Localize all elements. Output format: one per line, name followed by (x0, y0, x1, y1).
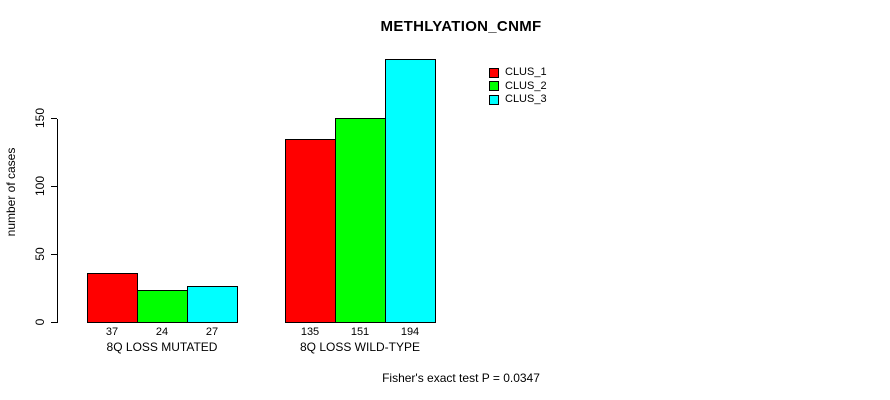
legend-label: CLUS_1 (505, 66, 547, 79)
legend-row: CLUS_3 (489, 93, 547, 107)
legend-swatch-icon (489, 67, 499, 78)
bar-clus_1-group2 (285, 139, 336, 323)
x-category-label: 8Q LOSS MUTATED (106, 340, 218, 354)
bar-clus_3-group1 (187, 286, 238, 323)
legend-label: CLUS_3 (505, 93, 547, 106)
legend-swatch-icon (489, 81, 499, 92)
legend-label: CLUS_2 (505, 79, 547, 92)
bar-value-label: 135 (300, 326, 320, 338)
y-axis-line (57, 119, 58, 323)
bar-clus_3-group2 (385, 59, 436, 323)
bar-clus_1-group1 (87, 273, 138, 323)
stat-caption: Fisher's exact test P = 0.0347 (382, 371, 540, 385)
y-tick-label: 50 (33, 247, 47, 261)
bar-value-label: 37 (105, 326, 119, 338)
chart-title: METHLYATION_CNMF (380, 18, 542, 35)
y-axis-label: number of cases (4, 147, 18, 237)
legend: CLUS_1 CLUS_2 CLUS_3 (489, 66, 547, 107)
y-tick-mark (51, 254, 57, 255)
legend-row: CLUS_2 (489, 80, 547, 94)
legend-row: CLUS_1 (489, 66, 547, 80)
y-tick-label: 0 (33, 318, 47, 326)
y-tick-mark (51, 186, 57, 187)
legend-swatch-icon (489, 94, 499, 105)
bar-value-label: 27 (205, 326, 219, 338)
bar-value-label: 24 (155, 326, 169, 338)
y-tick-label: 150 (33, 107, 47, 129)
bar-clus_2-group2 (335, 118, 386, 323)
bar-value-label: 194 (400, 326, 420, 338)
x-category-label: 8Q LOSS WILD-TYPE (299, 340, 421, 354)
y-tick-mark (51, 322, 57, 323)
bar-clus_2-group1 (137, 290, 188, 323)
bar-value-label: 151 (350, 326, 370, 338)
y-tick-mark (51, 118, 57, 119)
y-tick-label: 100 (33, 175, 47, 197)
